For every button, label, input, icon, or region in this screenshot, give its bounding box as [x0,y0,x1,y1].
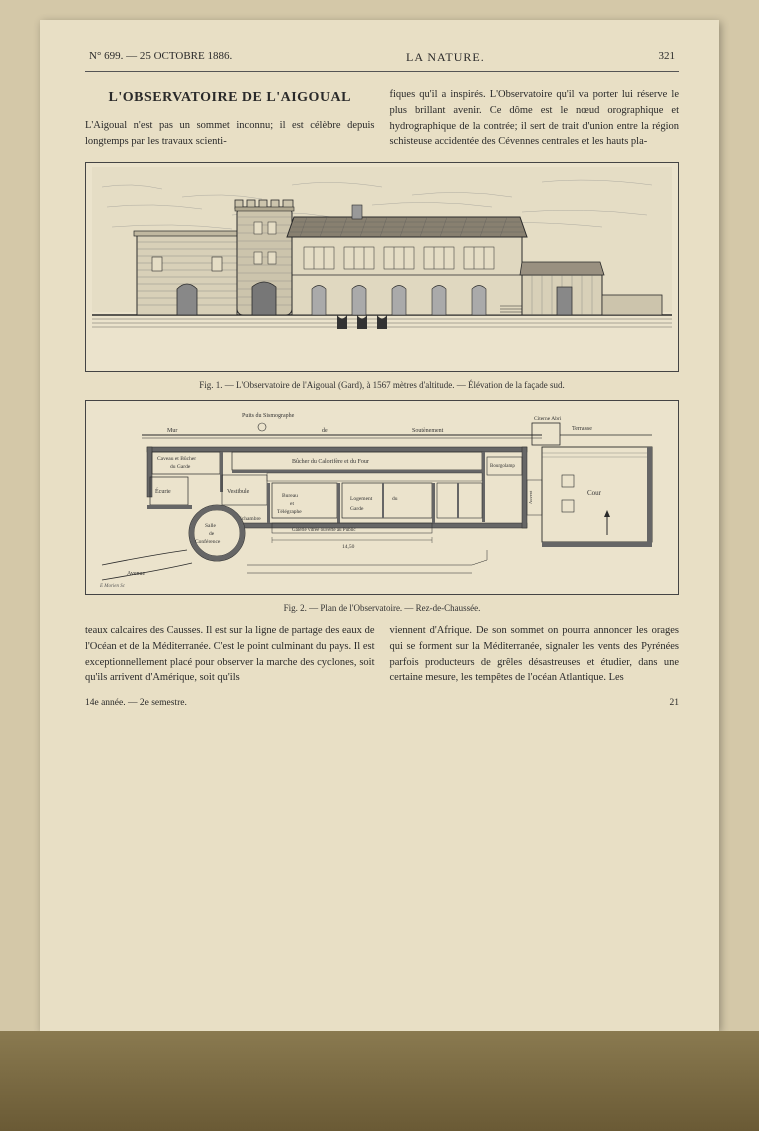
label-logement-3: Garde [350,506,364,512]
label-salle-2: de [209,531,215,537]
label-ecurie: Écurie [155,487,171,495]
body-text-right: viennent d'Afrique. De son sommet on pou… [390,623,680,686]
body-text-left: teaux calcaires des Causses. Il est sur … [85,623,375,686]
label-bourg: Bourgolamp [490,464,515,469]
figure-2-caption: Fig. 2. — Plan de l'Observatoire. — Rez-… [85,603,679,613]
label-bucher: Bûcher du Calorifère et du Four [292,458,369,465]
figure-2-box: Puits du Sismographe Mur de Soutènement … [85,400,679,595]
label-caveau: Caveau et Bûcher [157,456,196,462]
figure-1-box [85,162,679,372]
page-number: 321 [659,50,676,65]
label-avenue: Avenue [127,571,146,577]
figure-2-plan: Puits du Sismographe Mur de Soutènement … [90,405,674,590]
footer-row: 14e année. — 2e semestre. 21 [85,698,679,708]
label-cour: Cour [587,489,602,497]
engraver-signature: E Morien Sc [99,584,126,589]
label-dim: 14,50 [342,544,355,550]
intro-columns: L'OBSERVATOIRE DE L'AIGOUAL L'Aigoual n'… [85,87,679,150]
label-logement-2: du [392,496,398,502]
label-bureau-2: et [290,501,294,507]
footer-right: 21 [670,698,680,708]
header-divider [85,71,679,72]
label-mur-2: de [322,428,328,434]
label-mur-1: Mur [167,428,177,434]
label-caveau-2: du Garde [170,464,191,470]
footer-left: 14e année. — 2e semestre. [85,698,187,708]
label-terrasse: Terrasse [572,426,592,432]
label-bureau-1: Bureau [282,493,298,499]
intro-col-left: L'OBSERVATOIRE DE L'AIGOUAL L'Aigoual n'… [85,87,375,150]
label-auvent: Auvent [528,490,533,504]
header-row: N° 699. — 25 OCTOBRE 1886. LA NATURE. 32… [85,50,679,65]
intro-col-right: fiques qu'il a inspirés. L'Observatoire … [390,87,680,150]
page-background: N° 699. — 25 OCTOBRE 1886. LA NATURE. 32… [40,20,719,1031]
label-vestibule: Vestibule [227,489,250,495]
intro-text-left: L'Aigoual n'est pas un sommet inconnu; i… [85,118,375,150]
label-salle-3: Conférence [195,538,221,545]
article-title: L'OBSERVATOIRE DE L'AIGOUAL [85,87,375,108]
label-mur-3: Soutènement [412,428,444,434]
table-surface [0,1031,759,1131]
body-col-left: teaux calcaires des Causses. Il est sur … [85,623,375,686]
issue-number: N° 699. — 25 OCTOBRE 1886. [89,50,232,65]
body-columns: teaux calcaires des Causses. Il est sur … [85,623,679,686]
label-puits: Puits du Sismographe [242,413,295,419]
body-col-right: viennent d'Afrique. De son sommet on pou… [390,623,680,686]
label-salle-1: Salle [205,523,217,529]
figure-1-elevation [90,167,674,367]
label-galerie: Galerie vitrée ouverte au Public [292,528,356,533]
label-logement-1: Logement [350,496,373,502]
page-content: N° 699. — 25 OCTOBRE 1886. LA NATURE. 32… [40,20,719,738]
label-citerne: Citerne Abri [534,416,562,422]
journal-title: LA NATURE. [406,50,485,65]
label-bureau-3: Télégraphe [277,509,302,515]
figure-1-caption: Fig. 1. — L'Observatoire de l'Aigoual (G… [85,380,679,390]
intro-text-right: fiques qu'il a inspirés. L'Observatoire … [390,87,680,150]
